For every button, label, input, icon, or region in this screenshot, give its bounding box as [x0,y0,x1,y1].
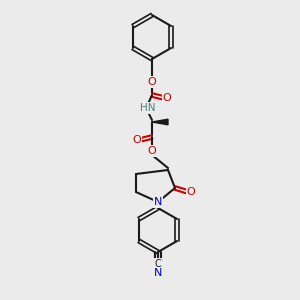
Text: O: O [187,187,195,197]
Polygon shape [152,119,168,125]
Text: O: O [163,93,171,103]
Text: N: N [154,268,162,278]
Text: O: O [148,77,156,87]
Text: C: C [154,259,161,269]
Text: O: O [148,146,156,156]
Text: HN: HN [140,103,156,113]
Text: O: O [133,135,141,145]
Text: N: N [154,197,162,207]
